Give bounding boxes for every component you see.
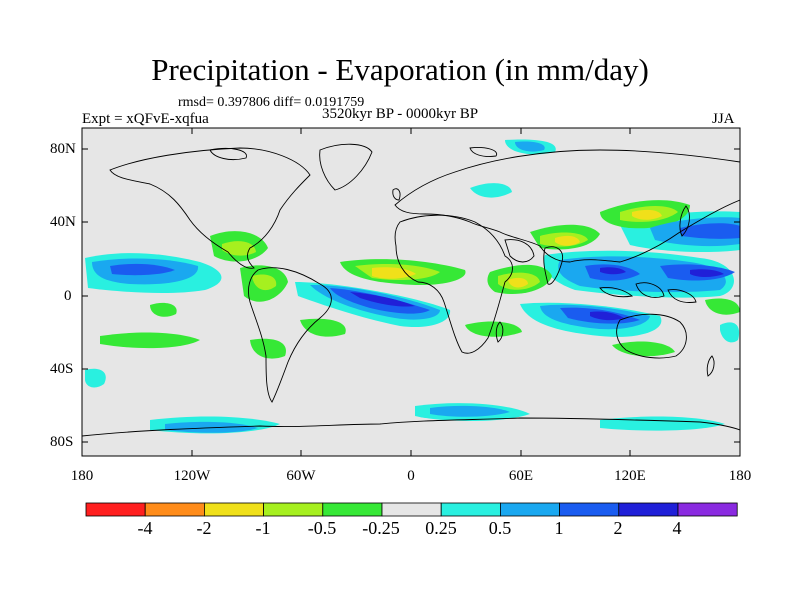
lon-label: 60E <box>508 468 534 484</box>
colorbar-label: -0.5 <box>307 518 337 538</box>
experiment-label: Expt = xQFvE-xqfua <box>82 111 209 127</box>
colorbar-label: -2 <box>196 518 212 538</box>
anomaly-2-regions <box>350 267 724 321</box>
colorbar-box <box>440 502 501 517</box>
period-label: 3520kyr BP - 0000kyr BP <box>322 106 479 122</box>
colorbar-label: 1 <box>554 518 564 538</box>
colorbar-box <box>85 502 146 517</box>
colorbar-box <box>499 502 560 517</box>
colorbar-label: 0.5 <box>488 518 512 538</box>
colorbar-box <box>618 502 679 517</box>
axis-ticks <box>81 128 741 456</box>
lat-label: 40S <box>50 361 74 377</box>
colorbar-box <box>203 502 264 517</box>
colorbar-box <box>144 502 205 517</box>
colorbar-box <box>677 502 738 517</box>
colorbar-box <box>263 502 324 517</box>
colorbar-box <box>322 502 383 517</box>
colorbar-label: -1 <box>255 518 271 538</box>
colorbar <box>85 502 738 517</box>
season-label: JJA <box>712 111 735 127</box>
lon-label: 0 <box>407 468 415 484</box>
lat-label: 40N <box>50 214 76 230</box>
lon-label: 180 <box>70 468 94 484</box>
stats-text: rmsd= 0.397806 diff= 0.0191759 <box>178 95 365 110</box>
lon-label: 60W <box>286 468 316 484</box>
lat-label: 80N <box>50 141 76 157</box>
colorbar-label: -0.25 <box>362 518 400 538</box>
coastlines <box>82 143 740 437</box>
lat-label: 0 <box>64 288 72 304</box>
lon-label: 180 <box>728 468 752 484</box>
colorbar-box <box>559 502 620 517</box>
lon-label: 120E <box>614 468 646 484</box>
lat-label: 80S <box>50 434 74 450</box>
colorbar-label: 4 <box>672 518 682 538</box>
map-title: Precipitation - Evaporation (in mm/day) <box>151 52 649 87</box>
colorbar-label: 0.25 <box>425 518 457 538</box>
colorbar-box <box>381 502 442 517</box>
colorbar-label: -4 <box>137 518 153 538</box>
colorbar-label: 2 <box>613 518 623 538</box>
lon-label: 120W <box>173 468 211 484</box>
